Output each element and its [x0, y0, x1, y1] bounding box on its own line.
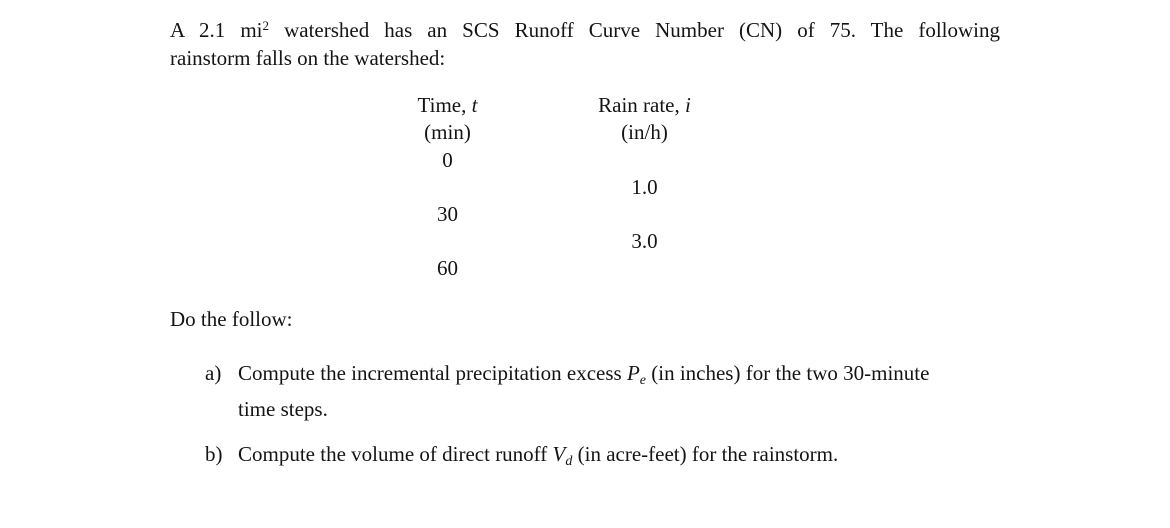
time-value-0: 0 — [442, 148, 453, 172]
time-unit: (min) — [424, 120, 471, 144]
rain-column-header: Rain rate, i — [577, 92, 712, 119]
rain-header-label: Rain rate, — [598, 93, 680, 117]
runoff-volume-subscript: d — [565, 454, 573, 469]
intro-paragraph: A 2.1 mi2 watershed has an SCS Runoff Cu… — [170, 12, 1000, 72]
time-header-label: Time, — [417, 93, 467, 117]
intro-line-2: rainstorm falls on the watershed: — [170, 46, 446, 70]
instruction-line: Do the follow: — [170, 307, 293, 331]
intro-text-start: A 2.1 mi — [170, 18, 263, 42]
mi-squared-superscript: 2 — [262, 18, 270, 33]
rain-value-0: 1.0 — [631, 175, 658, 199]
item-b-text-start: Compute the volume of direct runoff — [238, 442, 548, 466]
item-b-text: Compute the volume of direct runoff Vd (… — [238, 440, 1000, 476]
precipitation-excess-symbol: P — [626, 361, 640, 385]
intro-line-1: A 2.1 mi2 watershed has an SCS Runoff Cu… — [170, 12, 1000, 44]
item-a-marker: a) — [205, 361, 222, 385]
intro-text-continue: watershed has an SCS Runoff Curve Number… — [284, 18, 1001, 42]
rain-value-1: 3.0 — [631, 229, 658, 253]
time-value-2: 60 — [437, 256, 458, 280]
time-value-1: 30 — [437, 202, 458, 226]
item-a-text: Compute the incremental precipitation ex… — [238, 359, 1000, 423]
rain-unit: (in/h) — [621, 120, 668, 144]
item-a-text-continue: (in inches) for the two 30-minute — [651, 361, 930, 385]
time-symbol: t — [471, 93, 478, 117]
rainstorm-table: Time, t Rain rate, i (min) (in/h) 0 1.0 … — [390, 92, 712, 282]
item-b-marker: b) — [205, 442, 223, 466]
time-column-header: Time, t — [390, 92, 505, 119]
task-item-b: b) Compute the volume of direct runoff V… — [205, 440, 1000, 476]
task-item-a: a) Compute the incremental precipitation… — [205, 359, 1000, 423]
item-a-text-line2: time steps. — [238, 397, 328, 421]
rain-symbol: i — [685, 93, 691, 117]
precipitation-excess-subscript: e — [639, 373, 646, 388]
item-a-text-start: Compute the incremental precipitation ex… — [238, 361, 622, 385]
runoff-volume-symbol: V — [552, 442, 566, 466]
item-b-text-continue: (in acre-feet) for the rainstorm. — [577, 442, 839, 466]
